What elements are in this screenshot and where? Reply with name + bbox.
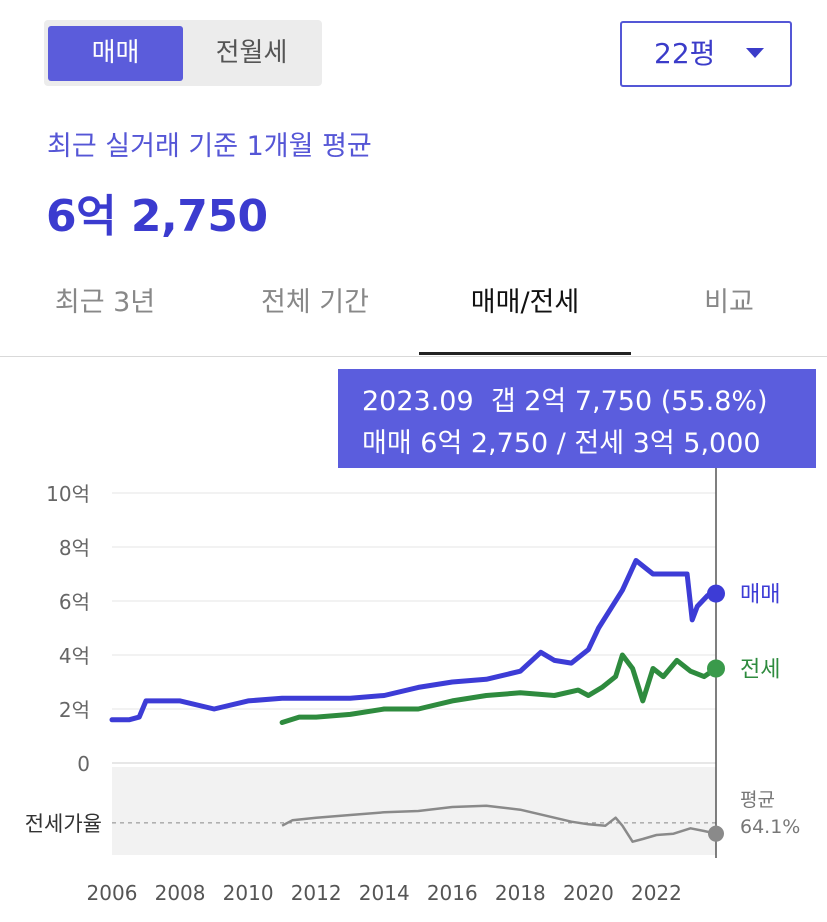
x-tick-label: 2010 [223,881,274,905]
x-tick-label: 2008 [155,881,206,905]
x-tick-label: 2016 [427,881,478,905]
ratio-avg-label: 평균 [740,789,775,811]
price-chart[interactable]: 10억 8억 6억 4억 2억 0 전세가율 2006 2008 2010 2012 2014 2016… [0,358,827,922]
x-tick-label: 2022 [631,881,682,905]
active-tab-underline [419,352,631,355]
y-tick-label: 6억 [59,590,90,614]
x-tick-label: 2020 [563,881,614,905]
tab-sale[interactable]: 매매 [48,26,183,81]
y-tick-label: 4억 [59,644,90,668]
tooltip-prices: 매매 6억 2,750 / 전세 3억 5,000 [362,428,761,459]
summary-label: 최근 실거래 기준 1개월 평균 [47,131,372,162]
area-select[interactable]: 22평 [620,21,792,87]
period-tabs: 최근 3년 전체 기간 매매/전세 비교 [0,268,827,358]
series-line-sale [109,558,719,723]
chart-tooltip: 2023.09 갭 2억 7,750 (55.8%) 매매 6억 2,750 /… [338,369,816,468]
y-tick-label: 10억 [46,482,90,506]
trade-type-tabs: 매매 전월세 [44,20,322,86]
tab-compare[interactable]: 비교 [704,287,754,318]
point-ratio [708,825,724,842]
x-tick-label: 2012 [291,881,342,905]
y-tick-label: 8억 [59,536,90,560]
chevron-down-icon [746,48,764,58]
legend-jeonse: 전세 [740,658,780,683]
x-tick-label: 2014 [359,881,410,905]
point-jeonse [707,659,725,678]
x-tick-label: 2018 [495,881,546,905]
x-tick-label: 2006 [87,881,138,905]
series-line-ratio [281,804,717,843]
series-line-jeonse [279,652,719,725]
tab-all-period[interactable]: 전체 기간 [261,287,369,318]
tooltip-gap: 2023.09 갭 2억 7,750 (55.8%) [362,386,768,417]
tab-sale-jeonse[interactable]: 매매/전세 [470,287,580,318]
point-sale [707,584,725,603]
tabs-divider [0,356,827,357]
legend-sale: 매매 [740,583,780,608]
area-select-value: 22평 [654,37,716,70]
ratio-axis-label: 전세가율 [25,812,102,836]
ratio-avg-value: 64.1% [740,816,800,838]
y-tick-label: 0 [77,752,90,776]
tab-rent[interactable]: 전월세 [215,38,288,68]
y-tick-label: 2억 [59,698,90,722]
tab-recent-3y[interactable]: 최근 3년 [54,287,156,318]
summary-price: 6억 2,750 [46,191,268,242]
